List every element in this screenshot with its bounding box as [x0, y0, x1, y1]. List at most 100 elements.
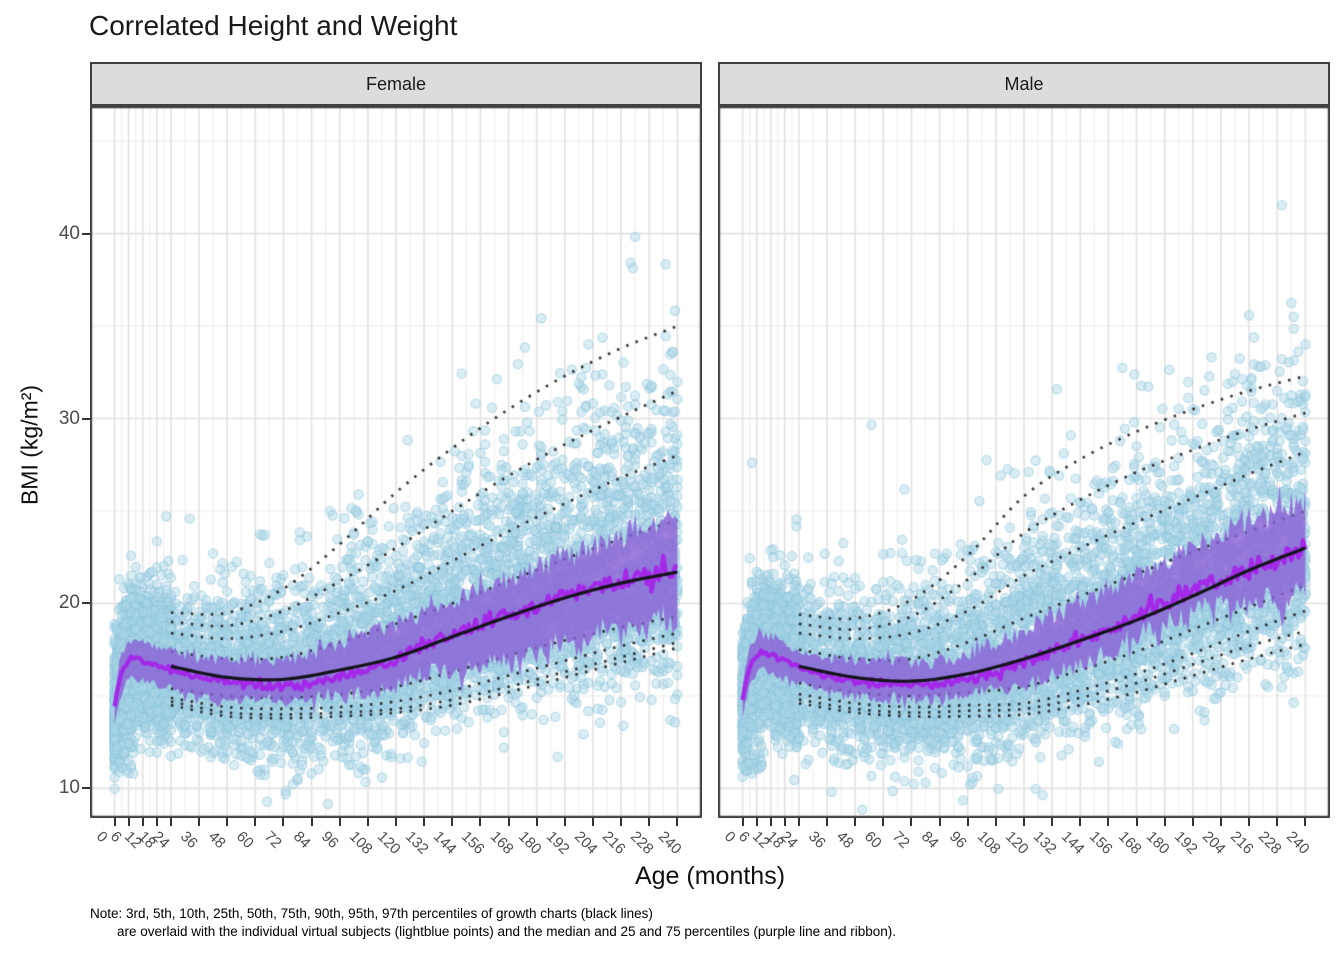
x-tick-mark [198, 818, 201, 826]
x-tick-label: 6 [734, 828, 753, 846]
x-tick-mark [113, 818, 116, 826]
x-tick-mark [797, 818, 800, 826]
y-tick-mark [82, 787, 90, 790]
x-tick-label: 84 [289, 828, 314, 852]
x-tick-label: 180 [514, 828, 545, 858]
x-tick-mark [535, 818, 538, 826]
x-tick-label: 168 [486, 828, 517, 858]
x-tick-mark [169, 818, 172, 826]
x-tick-label: 48 [205, 828, 229, 852]
x-tick-mark [226, 818, 229, 826]
female-panel-canvas [90, 106, 702, 818]
x-tick-mark [155, 818, 158, 826]
x-tick-mark [1135, 818, 1138, 826]
x-tick-label: 228 [1255, 828, 1285, 858]
x-tick-label: 108 [973, 828, 1004, 858]
x-axis-title: Age (months) [634, 862, 786, 890]
facet-strip-male: Male [718, 62, 1330, 106]
x-tick-mark [620, 818, 623, 826]
x-tick-mark [1219, 818, 1222, 826]
x-tick-mark [423, 818, 426, 826]
y-axis-title: BMI (kg/m²) [16, 384, 43, 506]
x-tick-label: 216 [599, 828, 629, 858]
x-tick-mark [395, 818, 397, 826]
x-tick-mark [1023, 818, 1025, 826]
x-tick-mark [826, 818, 829, 826]
x-tick-mark [1304, 818, 1307, 826]
chart-title: Correlated Height and Weight [89, 10, 458, 41]
x-tick-label: 204 [570, 828, 601, 858]
x-tick-mark [479, 818, 482, 826]
x-tick-mark [882, 818, 885, 826]
x-tick-label: 72 [889, 828, 914, 852]
x-tick-label: 144 [1058, 828, 1088, 858]
x-tick-label: 132 [1030, 828, 1060, 858]
x-tick-mark [1107, 818, 1110, 826]
x-tick-label: 0 [720, 828, 739, 846]
x-tick-mark [676, 818, 679, 826]
x-tick-label: 24 [148, 828, 173, 852]
x-tick-mark [1079, 818, 1082, 826]
x-tick-mark [127, 818, 130, 826]
y-tick-label: 20 [58, 592, 80, 614]
x-tick-mark [648, 818, 651, 826]
x-tick-label: 240 [655, 828, 686, 858]
x-tick-mark [910, 818, 913, 826]
x-tick-label: 6 [106, 828, 125, 846]
x-tick-label: 240 [1283, 828, 1314, 858]
male-panel-canvas [718, 106, 1330, 818]
x-tick-label: 228 [627, 828, 657, 858]
x-tick-mark [1191, 818, 1194, 826]
x-tick-mark [507, 818, 510, 826]
x-tick-mark [141, 818, 144, 826]
note-text: Note: 3rd, 5th, 10th, 25th, 50th, 75th, … [90, 905, 896, 941]
x-tick-label: 60 [233, 828, 258, 852]
x-tick-label: 36 [177, 828, 201, 852]
x-tick-mark [783, 818, 786, 826]
x-tick-label: 156 [1086, 828, 1117, 858]
y-tick-label: 40 [58, 222, 80, 244]
x-tick-mark [994, 818, 997, 826]
x-tick-mark [591, 818, 594, 826]
facet-strip-female-label: Female [365, 73, 427, 94]
x-tick-mark [1163, 818, 1166, 826]
x-tick-mark [310, 818, 313, 826]
x-tick-label: 108 [345, 828, 376, 858]
x-tick-mark [769, 818, 772, 826]
x-tick-label: 96 [317, 828, 342, 852]
y-tick-mark [82, 417, 90, 420]
x-tick-label: 96 [945, 828, 970, 852]
x-tick-label: 192 [1170, 828, 1201, 858]
female-panel [90, 106, 702, 818]
x-tick-mark [1051, 818, 1054, 826]
x-tick-label: 36 [805, 828, 829, 852]
x-tick-mark [938, 818, 941, 826]
x-tick-label: 84 [917, 828, 942, 852]
x-tick-mark [366, 818, 369, 826]
x-tick-label: 180 [1142, 828, 1173, 858]
note-line-2: are overlaid with the individual virtual… [117, 924, 896, 939]
x-tick-mark [254, 818, 257, 826]
x-tick-label: 144 [430, 828, 460, 858]
y-tick-mark [82, 232, 90, 235]
x-tick-mark [966, 818, 969, 826]
x-tick-mark [854, 818, 857, 826]
x-tick-label: 204 [1198, 828, 1229, 858]
x-tick-mark [1248, 818, 1251, 826]
x-tick-label: 48 [833, 828, 857, 852]
y-tick-label: 30 [58, 407, 80, 429]
facet-strip-male-label: Male [1004, 73, 1044, 94]
x-tick-label: 168 [1114, 828, 1145, 858]
x-tick-label: 120 [373, 828, 404, 858]
x-tick-mark [755, 818, 758, 826]
x-tick-label: 24 [776, 828, 801, 852]
x-tick-mark [1276, 818, 1279, 826]
note-line-1: Note: 3rd, 5th, 10th, 25th, 50th, 75th, … [90, 906, 653, 921]
x-tick-mark [338, 818, 341, 826]
x-tick-label: 192 [542, 828, 573, 858]
x-tick-mark [563, 818, 566, 826]
x-tick-label: 72 [261, 828, 286, 852]
x-tick-mark [282, 818, 285, 826]
x-tick-mark [451, 818, 454, 826]
